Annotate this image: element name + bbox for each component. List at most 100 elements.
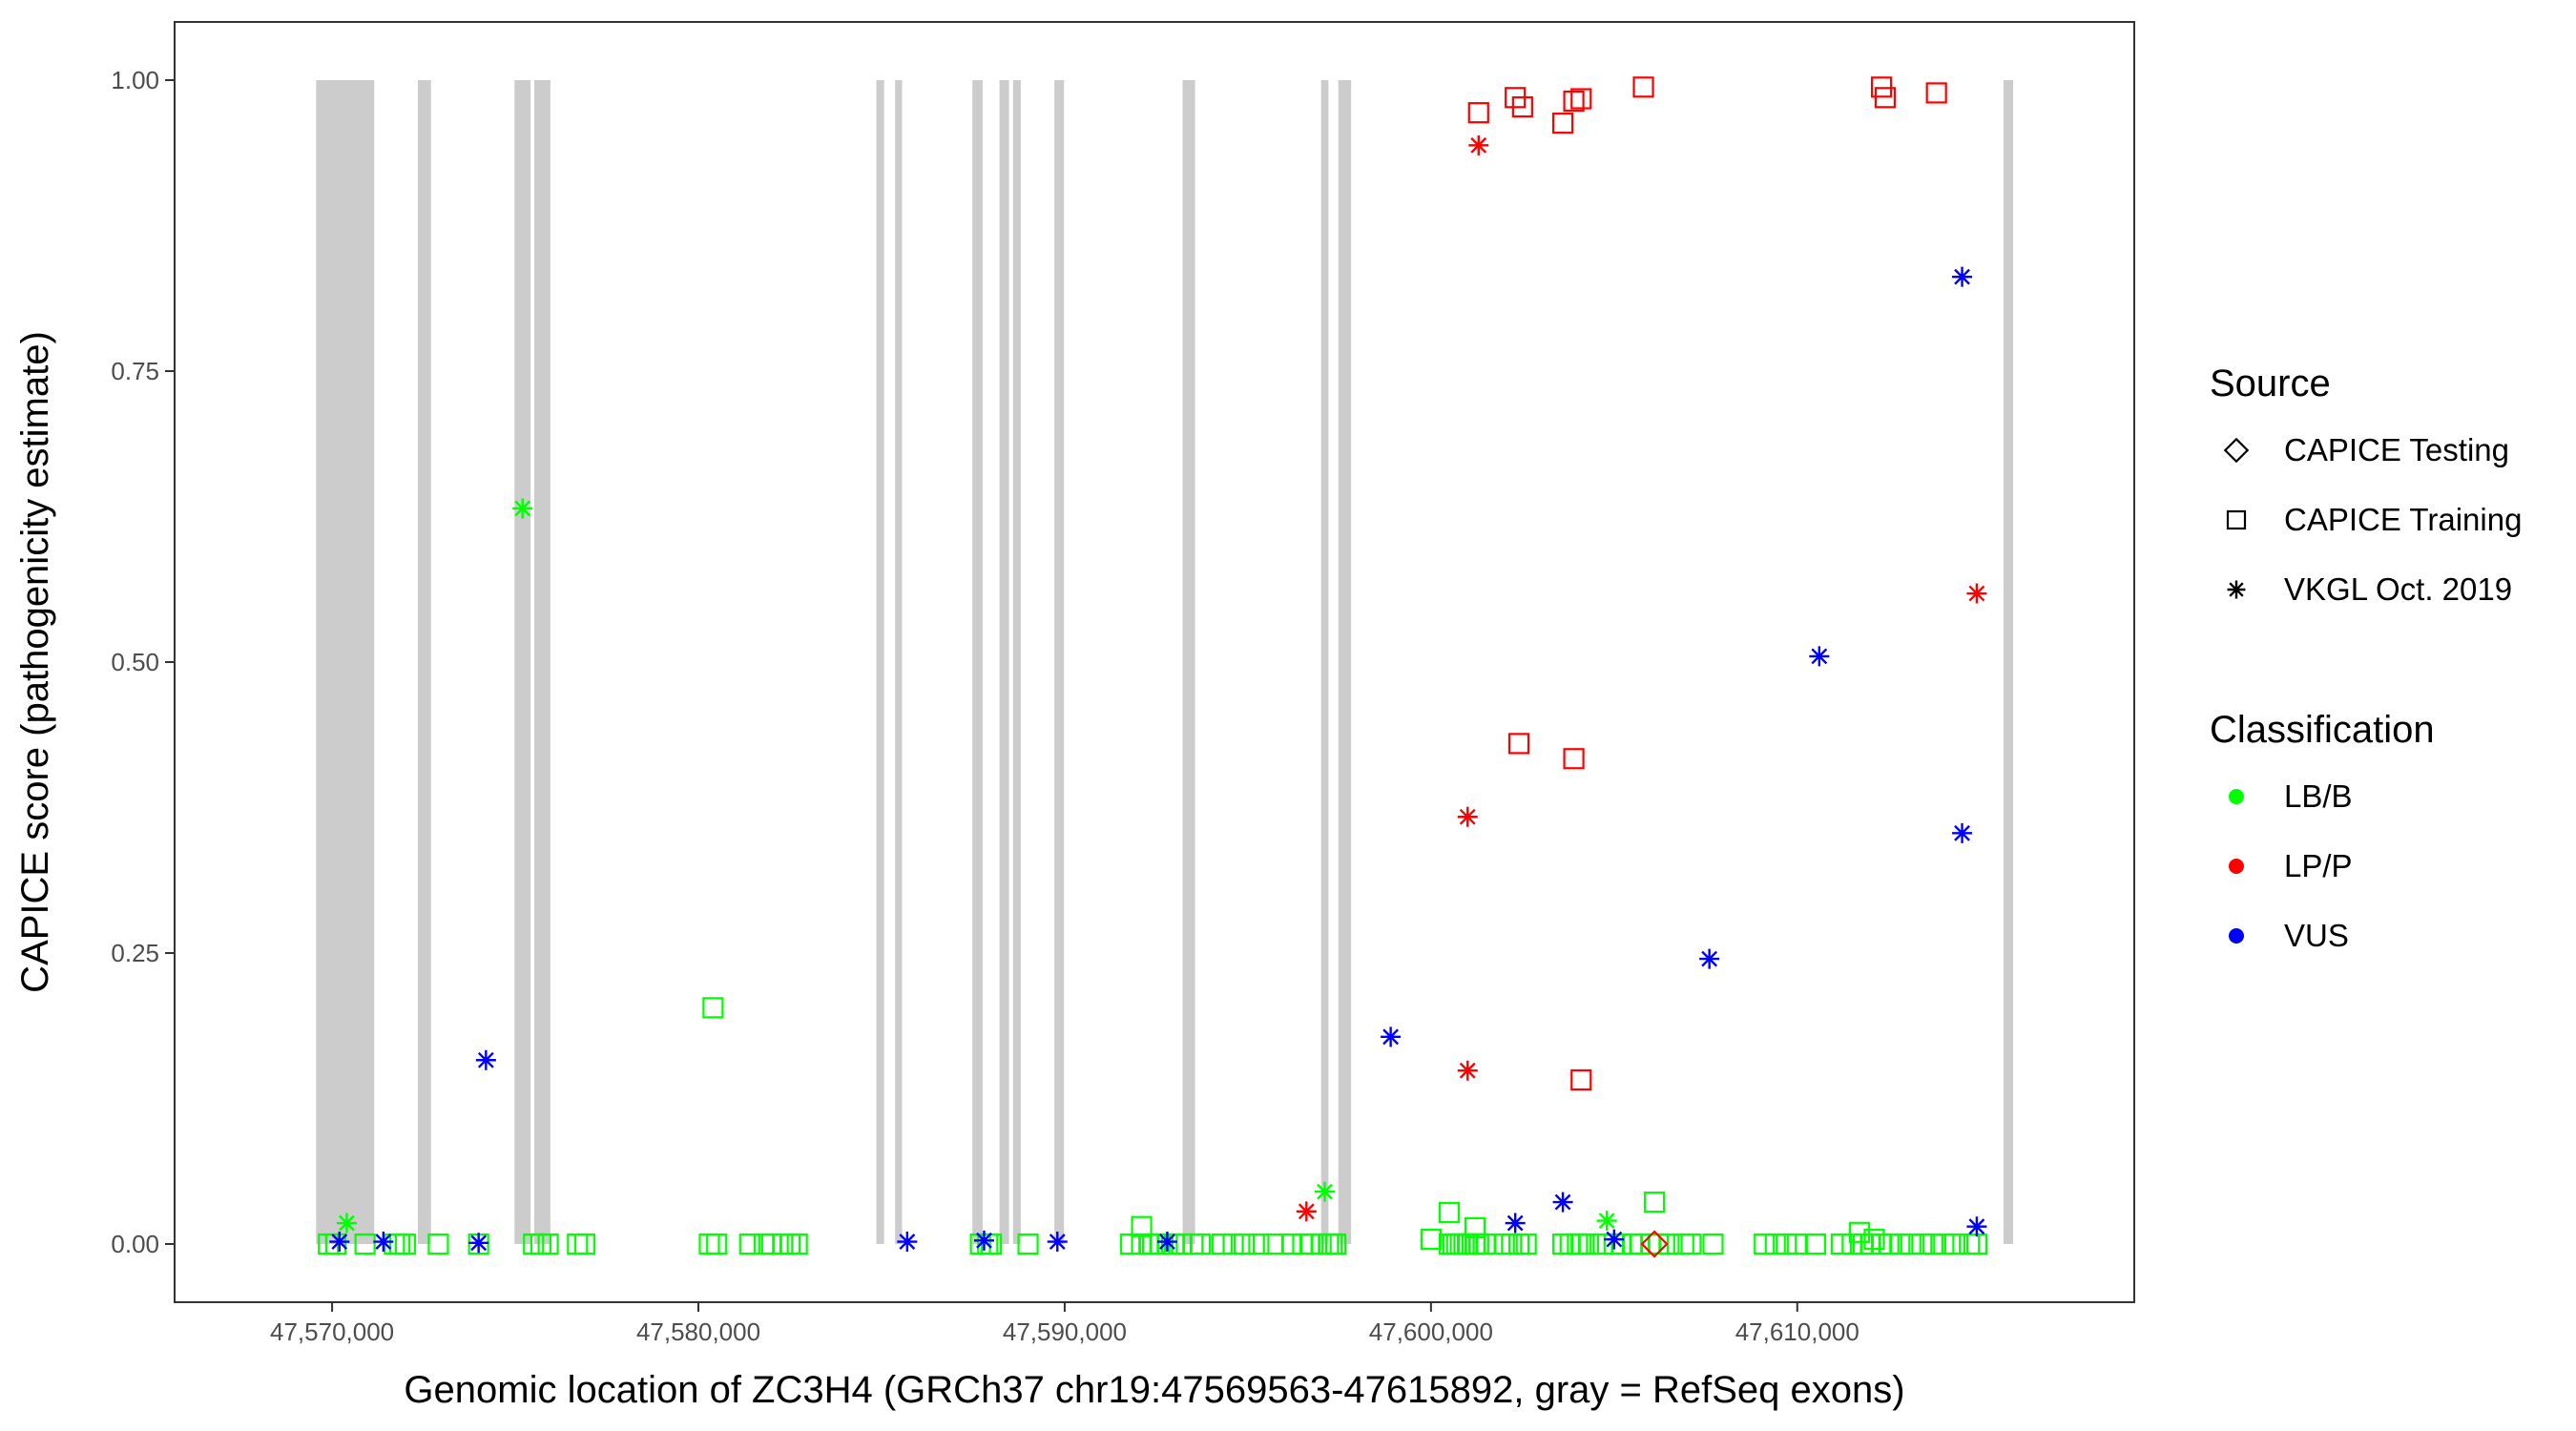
x-tick-label: 47,610,000 [1735, 1317, 1859, 1346]
data-point [1511, 95, 1533, 118]
legend-title-classification: Classification [2210, 709, 2435, 751]
data-point [1632, 76, 1654, 98]
data-point [1507, 733, 1530, 755]
axes: 47,570,000 47,580,000 47,590,000 47,600,000… [111, 66, 1859, 1346]
data-point [1233, 1233, 1256, 1255]
data-point [1680, 1233, 1702, 1255]
y-tick-label: 0.75 [111, 357, 159, 385]
data-point [1515, 1233, 1537, 1255]
legend-key-lp-p [2229, 859, 2244, 874]
data-point [1570, 1068, 1592, 1091]
data-point [373, 1232, 394, 1253]
series-lp-p-diamond [1640, 1230, 1669, 1258]
data-point [1809, 646, 1830, 667]
data-point [1505, 1213, 1526, 1234]
data-point [354, 1233, 376, 1255]
data-point [1900, 1233, 1922, 1255]
data-point [1874, 87, 1897, 109]
data-point [512, 498, 533, 519]
data-point [1156, 1232, 1177, 1253]
data-point [1211, 1233, 1234, 1255]
data-point [702, 997, 724, 1019]
data-point [324, 1233, 347, 1255]
data-point [1889, 1233, 1911, 1255]
y-tick-label: 0.00 [111, 1230, 159, 1258]
exon-band-8 [1012, 80, 1021, 1244]
data-point [1457, 1060, 1478, 1081]
data-point [1596, 1211, 1617, 1232]
y-axis-title: CAPICE score (pathogenicity estimate) [14, 331, 56, 993]
exon-band-11 [1320, 80, 1329, 1244]
data-point [1468, 135, 1489, 156]
data-point [1966, 583, 1987, 604]
data-point [394, 1233, 416, 1255]
data-point [1381, 1027, 1402, 1047]
legend-label-lbb: LB/B [2284, 778, 2353, 814]
x-tick-label: 47,600,000 [1369, 1317, 1493, 1346]
exon-band-7 [999, 80, 1009, 1244]
legend-key-vus [2229, 928, 2244, 944]
data-point [1804, 1233, 1827, 1255]
data-point [973, 1230, 994, 1251]
legend-label-vkgl: VKGL Oct. 2019 [2284, 571, 2512, 607]
data-point [1577, 1233, 1600, 1255]
data-point [1878, 1233, 1900, 1255]
x-axis-title: Genomic location of ZC3H4 (GRCh37 chr19:… [404, 1369, 1904, 1411]
data-point [1324, 1233, 1347, 1255]
legend-label-capice-testing: CAPICE Testing [2284, 432, 2509, 467]
data-point [1464, 1216, 1486, 1239]
data-point [1570, 88, 1592, 110]
legend-label-lpp: LP/P [2284, 848, 2353, 883]
data-point [1222, 1233, 1244, 1255]
data-point [1420, 1229, 1442, 1251]
y-tick-label: 1.00 [111, 66, 159, 94]
exon-band-12 [1338, 80, 1352, 1244]
data-point [1966, 1216, 1987, 1237]
data-point [1911, 1233, 1933, 1255]
data-point [1764, 1233, 1786, 1255]
data-point [329, 1232, 350, 1253]
data-point [1563, 90, 1585, 113]
data-point [1131, 1215, 1153, 1237]
data-point [1952, 266, 1973, 287]
series-lp-p-square [1467, 76, 1947, 1091]
data-point [1189, 1233, 1212, 1255]
data-point [1047, 1232, 1068, 1253]
exon-band-10 [1182, 80, 1195, 1244]
data-point [336, 1213, 357, 1234]
data-point [573, 1233, 596, 1255]
data-point [475, 1049, 496, 1070]
data-point [1017, 1233, 1039, 1255]
data-point [1643, 1191, 1666, 1213]
exon-band-1 [417, 80, 431, 1244]
data-point [1315, 1181, 1336, 1202]
exon-band-3 [534, 80, 551, 1244]
data-point [1552, 1192, 1573, 1213]
x-tick-label: 47,590,000 [1003, 1317, 1127, 1346]
data-point [1467, 102, 1489, 124]
data-point [1551, 113, 1574, 135]
data-point [1296, 1201, 1317, 1222]
data-point [1830, 1233, 1852, 1255]
legend-key-asterisk [2227, 580, 2246, 599]
data-point [738, 1233, 760, 1255]
data-points [318, 76, 1988, 1258]
legend-title-source: Source [2210, 363, 2331, 404]
data-point [1248, 1233, 1270, 1255]
data-point [1699, 948, 1720, 969]
legend-key-lb-b [2229, 789, 2244, 804]
y-tick-label: 0.25 [111, 939, 159, 967]
legend: Source CAPICE Testing CAPICE Training VK… [2210, 363, 2522, 953]
exon-band-6 [972, 80, 983, 1244]
data-point [786, 1233, 808, 1255]
data-point [1933, 1233, 1955, 1255]
data-point [1863, 1229, 1885, 1251]
data-point [1438, 1201, 1461, 1224]
series-lb-b-square [318, 997, 1988, 1255]
data-point [1952, 822, 1973, 843]
exon-bands [316, 80, 2013, 1244]
series-lp-p-asterisk [1296, 135, 1987, 1222]
series-lb-b-asterisk [336, 498, 1617, 1234]
exon-band-9 [1054, 80, 1065, 1244]
